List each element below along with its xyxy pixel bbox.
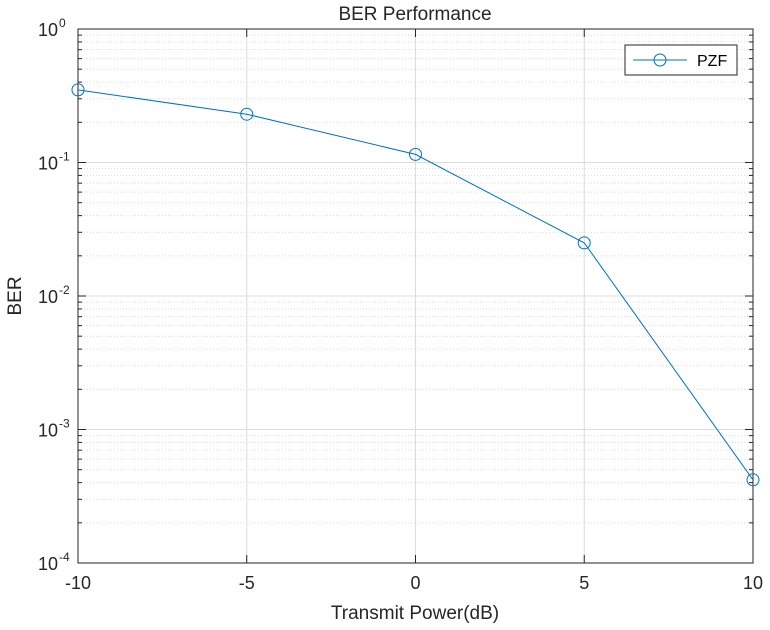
y-tick-exponent: -2 <box>59 283 70 297</box>
legend-label: PZF <box>697 53 727 70</box>
series-line <box>77 89 754 481</box>
data-point <box>240 107 254 121</box>
y-axis-label: BER <box>5 276 26 315</box>
x-tick-label: 5 <box>579 573 589 593</box>
data-point <box>409 147 422 161</box>
legend-marker <box>653 53 667 67</box>
x-tick-label: 0 <box>410 573 420 593</box>
y-tick-exponent: -4 <box>59 550 70 564</box>
y-tick-exponent: 0 <box>59 16 66 30</box>
data-point <box>746 473 760 487</box>
y-tick-label: 10 <box>38 154 58 174</box>
axis-ticks: 10-410-310-210-110 0-10 -5 0 5 10 <box>38 16 763 593</box>
x-tick-label: -5 <box>239 573 255 593</box>
x-axis-label: Transmit Power(dB) <box>331 603 499 624</box>
y-tick-exponent: -1 <box>59 150 70 164</box>
y-tick-label: 10 <box>38 421 58 441</box>
y-tick-exponent: -3 <box>59 417 70 431</box>
x-tick-label: 10 <box>743 573 763 593</box>
x-tick-label: -10 <box>65 573 91 593</box>
y-tick-label: 10 <box>38 20 58 40</box>
series-layer <box>71 83 760 487</box>
legend: PZF <box>624 44 738 76</box>
data-point <box>577 236 591 250</box>
y-tick-label: 10 <box>38 554 58 574</box>
chart-title: BER Performance <box>338 4 491 25</box>
y-tick-label: 10 <box>38 287 58 307</box>
data-point <box>71 83 85 97</box>
